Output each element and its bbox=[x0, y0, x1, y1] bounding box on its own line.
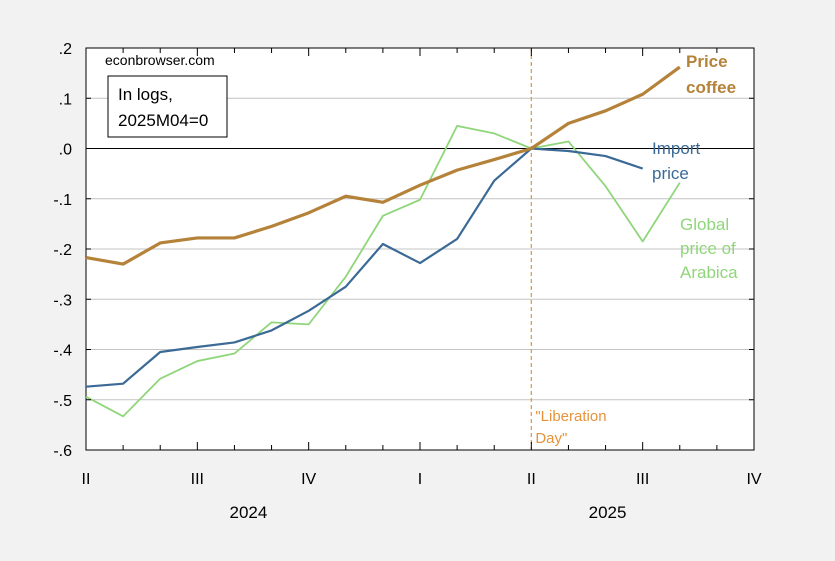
y-tick-label: -.2 bbox=[53, 242, 72, 259]
y-tick-label: -.5 bbox=[53, 393, 72, 410]
series-label-line: Arabica bbox=[680, 263, 738, 282]
note-line-1: In logs, bbox=[118, 85, 173, 104]
note-box bbox=[107, 75, 228, 138]
y-tick-label: .1 bbox=[59, 91, 72, 108]
source-note: econbrowser.com bbox=[105, 52, 215, 68]
event-group: "Liberation Day" bbox=[530, 48, 607, 450]
y-tick-label: .2 bbox=[59, 41, 72, 58]
x-quarter-label: IV bbox=[301, 471, 316, 488]
y-tick-label: .0 bbox=[59, 142, 72, 159]
y-tick-label: -.4 bbox=[53, 343, 72, 360]
y-tick-label: -.6 bbox=[53, 443, 72, 460]
x-quarter-label: I bbox=[418, 471, 422, 488]
y-tick-label: -.3 bbox=[53, 292, 72, 309]
y-axis: .2 .1 .0 -.1 -.2 -.3 -.4 -.5 -.6 bbox=[53, 41, 754, 460]
y-tick-label: -.1 bbox=[53, 192, 72, 209]
note-line-2: 2025M04=0 bbox=[118, 111, 208, 130]
x-quarter-label: III bbox=[191, 471, 204, 488]
x-quarter-label: III bbox=[636, 471, 649, 488]
series-label-line: Global bbox=[680, 215, 729, 234]
series-group bbox=[85, 65, 681, 418]
event-label-line: "Liberation bbox=[535, 408, 606, 425]
series-line bbox=[85, 147, 644, 388]
series-label-line: Price bbox=[686, 52, 728, 71]
x-quarter-label: II bbox=[527, 471, 536, 488]
series-label-line: coffee bbox=[686, 78, 736, 97]
x-year-label: 2024 bbox=[230, 503, 268, 522]
x-year-label: 2025 bbox=[589, 503, 627, 522]
x-quarter-label: IV bbox=[746, 471, 761, 488]
x-quarter-label: II bbox=[82, 471, 91, 488]
event-label-line: Day" bbox=[535, 430, 567, 447]
series-label-line: price of bbox=[680, 239, 736, 258]
series-label-line: Import bbox=[652, 139, 700, 158]
series-label-line: price bbox=[652, 164, 689, 183]
series-labels: Price coffee Import price Global price of Arab… bbox=[652, 52, 738, 282]
